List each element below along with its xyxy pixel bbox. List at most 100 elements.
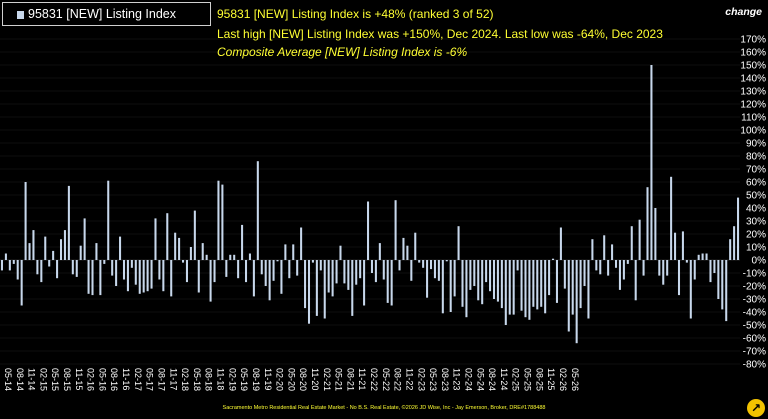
bar — [654, 208, 657, 260]
x-tick-label: 11-23 — [452, 368, 462, 390]
bar — [315, 260, 318, 316]
bar — [63, 230, 66, 260]
bar — [453, 260, 456, 297]
x-tick-label: 11-24 — [499, 368, 509, 390]
bar — [441, 260, 444, 314]
x-tick-label: 02-15 — [38, 368, 48, 391]
bar — [422, 260, 425, 268]
bar — [288, 260, 291, 279]
bar — [477, 260, 480, 301]
legend: 95831 [NEW] Listing Index — [2, 2, 211, 26]
legend-swatch — [17, 11, 24, 19]
brand-logo-icon[interactable]: ↗ — [747, 399, 765, 417]
bar — [622, 260, 625, 280]
bar — [154, 218, 157, 260]
bar — [103, 260, 106, 264]
x-tick-label: 02-16 — [86, 368, 96, 391]
x-tick-label: 02-19 — [227, 368, 237, 391]
x-tick-label: 11-19 — [263, 368, 273, 390]
bar — [496, 260, 499, 302]
bar — [367, 201, 370, 260]
bar — [178, 237, 181, 260]
bar — [548, 260, 551, 296]
bar — [327, 260, 330, 293]
y-tick-label: 50% — [746, 191, 766, 202]
bar — [370, 260, 373, 273]
bar — [75, 260, 78, 277]
bar — [504, 260, 507, 325]
bar — [229, 254, 232, 260]
x-tick-label: 08-17 — [157, 368, 167, 391]
bar — [520, 260, 523, 311]
x-tick-label: 02-22 — [369, 368, 379, 391]
x-tick-label: 05-20 — [286, 368, 296, 391]
x-axis-ticks: 05-14 08-14 11-14 02-15 05-15 08-15 11-15 02-16… — [3, 368, 580, 391]
bar — [48, 260, 51, 267]
bar — [339, 245, 342, 260]
bar — [485, 260, 488, 283]
bar — [59, 239, 63, 260]
grid-layer — [0, 38, 740, 365]
bar — [398, 260, 401, 271]
y-tick-label: 150% — [740, 61, 766, 72]
bar — [402, 237, 405, 260]
bar — [689, 260, 692, 319]
x-tick-label: 05-19 — [239, 368, 249, 391]
bar — [717, 260, 720, 299]
annotation-current-index: 95831 [NEW] Listing Index is +48% (ranke… — [217, 7, 494, 21]
bar — [638, 219, 641, 260]
bar — [107, 180, 110, 260]
bar — [4, 253, 7, 260]
y-axis-title: change — [725, 6, 762, 18]
bar — [674, 232, 677, 260]
bar — [134, 260, 137, 285]
y-tick-label: -70% — [743, 347, 766, 358]
bar — [335, 260, 338, 284]
bar — [713, 260, 716, 273]
bar — [292, 244, 295, 260]
y-tick-label: -10% — [743, 269, 766, 280]
x-tick-label: 08-18 — [204, 368, 214, 391]
bar — [725, 260, 728, 322]
bar — [445, 260, 448, 262]
legend-label: 95831 [NEW] Listing Index — [28, 7, 176, 21]
bar — [626, 260, 629, 264]
bar — [158, 260, 161, 280]
bar — [614, 260, 618, 268]
bar — [437, 260, 440, 281]
y-tick-label: 130% — [740, 87, 766, 98]
x-tick-label: 05-18 — [192, 368, 202, 391]
x-tick-label: 11-18 — [216, 368, 226, 390]
x-tick-label: 11-17 — [168, 368, 178, 390]
bar — [205, 254, 208, 260]
bar — [469, 260, 472, 290]
bar — [701, 253, 704, 260]
bar — [481, 260, 484, 305]
bar — [280, 260, 283, 294]
annotation-high-low: Last high [NEW] Listing Index was +150%,… — [217, 27, 663, 41]
y-tick-label: 20% — [746, 230, 766, 241]
bar — [323, 260, 326, 319]
y-tick-label: 80% — [746, 152, 766, 163]
bar — [162, 260, 165, 292]
bar — [544, 260, 547, 314]
bar — [693, 260, 696, 280]
bar — [244, 260, 248, 283]
bar — [296, 260, 299, 276]
x-tick-label: 05-15 — [50, 368, 60, 391]
bar — [276, 260, 279, 262]
bar — [709, 260, 712, 283]
x-tick-label: 08-24 — [487, 368, 497, 391]
bar — [150, 260, 153, 289]
bar — [611, 244, 614, 260]
bar — [390, 260, 393, 306]
bar — [552, 258, 555, 260]
y-tick-label: -40% — [743, 308, 766, 319]
bar — [524, 260, 527, 318]
bar — [414, 232, 417, 260]
bar — [705, 253, 708, 260]
bar — [662, 260, 665, 285]
bar — [28, 243, 31, 260]
bar — [630, 226, 633, 260]
